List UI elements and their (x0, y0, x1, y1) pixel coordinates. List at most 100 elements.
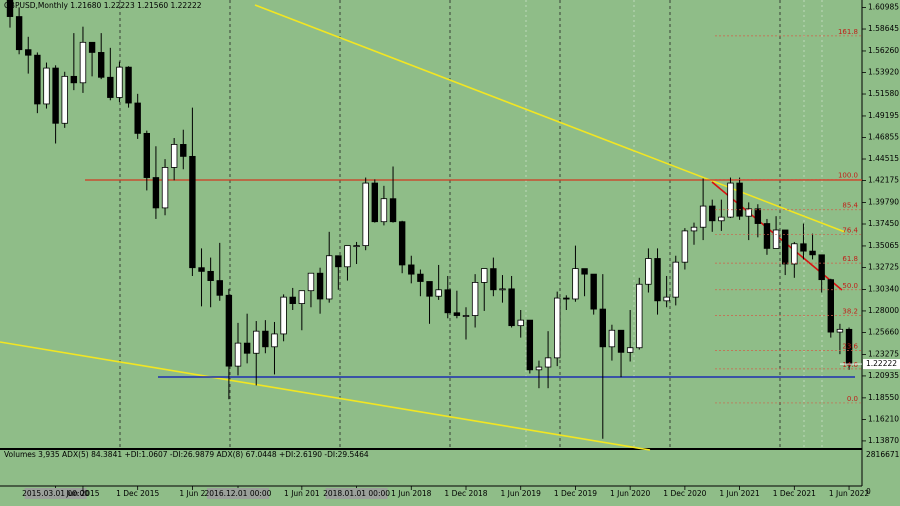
candle-body (754, 208, 762, 224)
candle-body (34, 54, 41, 105)
candle-body (161, 167, 169, 209)
x-tick-label: 1 Jun 2 (179, 489, 205, 498)
candle-body (435, 289, 442, 297)
candle-body (52, 67, 59, 124)
candle-body (380, 198, 388, 223)
candle-body (116, 66, 123, 98)
candle-body (417, 273, 424, 282)
price-axis-background (862, 0, 900, 506)
y-tick-label: 1.56260 (868, 46, 899, 55)
fib-label: 100.0 (838, 171, 858, 179)
y-tick-label: 1.13870 (868, 436, 899, 445)
y-tick-label: 1.18550 (868, 393, 899, 402)
y-tick-label: 1.32725 (868, 262, 899, 271)
indicator-tick-label: 2816671 (866, 450, 900, 459)
fib-label: 50.0 (842, 282, 858, 290)
candle-body (70, 75, 78, 84)
candle-body (563, 297, 570, 300)
x-tick-label: 1 Dec 2019 (554, 489, 597, 498)
y-tick-label: 1.23275 (868, 349, 899, 358)
candle-body (444, 289, 451, 314)
fib-label: 14.6 (842, 361, 858, 369)
candle-body (426, 281, 433, 297)
candle-body (791, 243, 798, 265)
candle-body (298, 290, 306, 304)
candle-body (398, 221, 406, 266)
candle-body (517, 319, 524, 327)
candle-body (590, 273, 597, 310)
x-tick-label: 2016.12.01 00:00 (205, 489, 272, 498)
fib-label: 0.0 (847, 395, 858, 403)
y-tick-label: 1.39790 (868, 197, 899, 206)
x-tick-label: 1 Dec 2020 (663, 489, 706, 498)
candle-body (645, 258, 652, 285)
candle-body (727, 182, 734, 218)
y-tick-label: 1.58645 (868, 24, 899, 33)
candle-body (216, 280, 223, 296)
candle-body (581, 268, 588, 275)
x-tick-label: 1 Jun 2021 (719, 489, 760, 498)
x-tick-label: 1 Jun 201 (284, 489, 320, 498)
current-price-box (863, 359, 900, 370)
candle-body (809, 250, 816, 256)
candle-body (134, 102, 141, 134)
candle-body (325, 255, 333, 300)
candle-body (599, 308, 606, 348)
marks (6, 0, 853, 439)
x-tick-highlight (325, 488, 388, 499)
candle-body (198, 267, 205, 272)
fib-label: 76.4 (842, 227, 858, 235)
y-tick-label: 1.49195 (868, 111, 899, 120)
y-tick-label: 1.25660 (868, 327, 899, 336)
y-tick-label: 1.35065 (868, 241, 899, 250)
chart-title: GBPUSD,Monthly 1.21680 1.22223 1.21560 1… (4, 1, 202, 10)
candle-body (453, 312, 461, 316)
candle-body (663, 296, 670, 302)
candle-body (180, 144, 187, 157)
trend-line (254, 4, 846, 233)
x-tick-label: 1 Jun 2022 (829, 489, 870, 498)
candle-body (6, 0, 14, 17)
candle-body (389, 198, 397, 223)
plot-background (0, 0, 862, 448)
candle-body (617, 329, 625, 353)
candle-body (307, 272, 315, 292)
candle-body (98, 52, 105, 78)
indicator-title: Volumes 3,935 ADX(5) 84.3841 +DI:1.0607 … (4, 450, 369, 459)
candle-body (344, 245, 351, 268)
candle-body (763, 223, 771, 249)
candle-body (672, 261, 679, 298)
y-tick-label: 1.53920 (868, 67, 899, 76)
candle-body (462, 315, 470, 317)
candle-body (818, 254, 825, 281)
x-tick-label: 1 Dec 2015 (116, 489, 159, 498)
y-tick-label: 1.37450 (868, 219, 899, 228)
candle-body (681, 230, 689, 263)
y-tick-label: 1.30340 (868, 284, 899, 293)
candle-body (262, 330, 269, 348)
candle-body (608, 329, 616, 348)
candle-body (43, 67, 50, 105)
x-tick-label: Jun 2015 (65, 489, 99, 498)
x-tick-label: 1 Jun 2019 (501, 489, 542, 498)
candle-body (189, 155, 196, 269)
candle-body (471, 282, 479, 316)
candle-body (736, 182, 743, 217)
candle-body (316, 272, 324, 300)
candle-body (699, 205, 707, 228)
candle-body (289, 296, 296, 304)
trend-line (0, 341, 651, 451)
candle-body (554, 297, 561, 359)
x-tick-label: 1 Jun 2018 (391, 489, 432, 498)
x-tick-label: 1 Jun 2020 (610, 489, 651, 498)
fib-label: 85.4 (842, 202, 858, 210)
candle-body (526, 319, 534, 371)
y-tick-label: 1.60985 (868, 2, 899, 11)
y-tick-label: 1.42175 (868, 176, 899, 185)
indicator-tick-label: 0 (866, 487, 871, 496)
candle-body (362, 182, 369, 247)
candle-body (15, 16, 23, 51)
candle-body (827, 279, 834, 333)
candle-body (490, 268, 497, 291)
